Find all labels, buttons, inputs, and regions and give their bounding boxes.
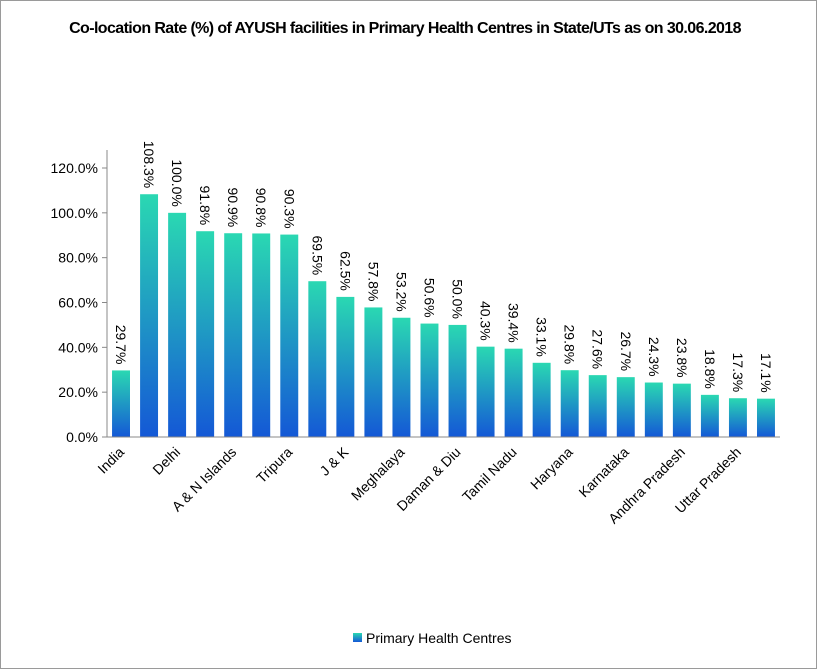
bar bbox=[420, 323, 439, 437]
bar bbox=[672, 383, 691, 437]
y-tick-label: 60.0% bbox=[58, 295, 98, 311]
x-tick-label: Meghalaya bbox=[348, 444, 408, 504]
value-label: 91.8% bbox=[197, 186, 213, 226]
bar bbox=[448, 324, 467, 437]
value-label: 53.2% bbox=[393, 272, 409, 312]
value-label: 62.5% bbox=[337, 251, 353, 291]
value-label: 90.3% bbox=[281, 189, 297, 229]
value-label: 57.8% bbox=[365, 262, 381, 302]
legend-label: Primary Health Centres bbox=[366, 630, 512, 646]
chart-title: Co-location Rate (%) of AYUSH facilities… bbox=[69, 20, 741, 37]
x-tick-label: Haryana bbox=[527, 444, 576, 493]
y-tick-label: 40.0% bbox=[58, 339, 98, 355]
x-tick-label: Tripura bbox=[253, 444, 295, 486]
legend-swatch bbox=[353, 633, 362, 642]
x-tick-label: India bbox=[94, 444, 127, 477]
value-label: 29.8% bbox=[562, 324, 578, 364]
y-tick-label: 80.0% bbox=[58, 250, 98, 266]
bar bbox=[336, 296, 355, 437]
value-label: 24.3% bbox=[646, 337, 662, 377]
bar bbox=[364, 307, 383, 437]
value-label: 40.3% bbox=[478, 301, 494, 341]
value-label: 90.8% bbox=[253, 188, 269, 228]
y-tick-label: 20.0% bbox=[58, 384, 98, 400]
bar bbox=[224, 233, 243, 437]
bar bbox=[644, 382, 663, 437]
value-label: 29.7% bbox=[113, 325, 129, 365]
bar bbox=[616, 377, 635, 437]
y-tick-label: 100.0% bbox=[51, 205, 98, 221]
bar bbox=[476, 346, 495, 437]
value-label: 17.3% bbox=[730, 353, 746, 393]
bar bbox=[504, 348, 523, 437]
bar bbox=[168, 212, 187, 437]
value-label: 39.4% bbox=[506, 303, 522, 343]
x-tick-label: Delhi bbox=[149, 444, 183, 478]
value-label: 100.0% bbox=[169, 159, 185, 206]
value-label: 69.5% bbox=[309, 236, 325, 276]
bar bbox=[728, 398, 747, 437]
bar bbox=[700, 394, 719, 437]
x-tick-label: J & K bbox=[316, 443, 351, 478]
bar bbox=[252, 233, 271, 437]
value-label: 50.6% bbox=[421, 278, 437, 318]
bar bbox=[308, 281, 327, 437]
x-tick-label: Karnataka bbox=[575, 444, 632, 501]
bar bbox=[560, 370, 579, 437]
y-tick-label: 0.0% bbox=[66, 429, 98, 445]
value-label: 27.6% bbox=[590, 329, 606, 369]
bar bbox=[392, 317, 411, 437]
value-label: 33.1% bbox=[534, 317, 550, 357]
x-tick-label: Tamil Nadu bbox=[459, 444, 520, 505]
value-label: 90.9% bbox=[225, 188, 241, 228]
y-tick-label: 120.0% bbox=[51, 160, 98, 176]
bar bbox=[588, 375, 607, 437]
value-label: 108.3% bbox=[141, 141, 157, 188]
value-label: 23.8% bbox=[674, 338, 690, 378]
bar bbox=[757, 398, 775, 437]
value-label: 50.0% bbox=[450, 279, 466, 319]
bar bbox=[532, 362, 551, 437]
value-label: 18.8% bbox=[702, 349, 718, 389]
legend: Primary Health Centres bbox=[353, 630, 512, 646]
bar bbox=[140, 194, 159, 437]
value-label: 26.7% bbox=[618, 331, 634, 371]
bar bbox=[112, 370, 130, 437]
value-label: 17.1% bbox=[758, 353, 774, 393]
bar bbox=[280, 234, 299, 437]
bar bbox=[196, 231, 215, 437]
